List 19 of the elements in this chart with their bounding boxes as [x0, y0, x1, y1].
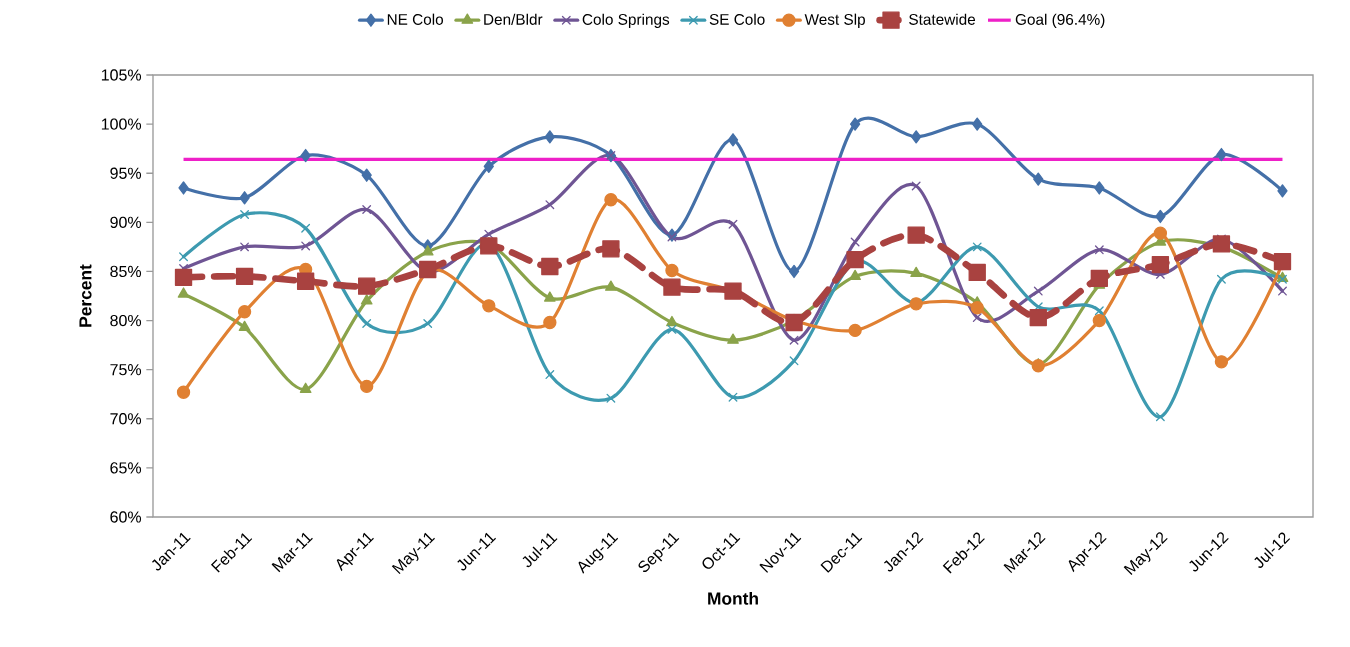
y-tick-label: 80%: [110, 314, 142, 327]
legend-label: West Slp: [804, 13, 865, 28]
y-tick-label: 90%: [110, 216, 142, 228]
legend-label: SE Colo: [709, 13, 765, 25]
legend-label: Colo Springs: [582, 13, 670, 28]
y-tick-label: 95%: [110, 167, 142, 179]
y-axis-title: Percent: [79, 264, 92, 327]
y-tick-label: 60%: [110, 511, 142, 523]
legend-label: Goal (96.4%): [1015, 13, 1105, 28]
legend-label: Statewide: [909, 13, 976, 25]
x-axis-title: Month: [708, 591, 758, 605]
y-tick-label: 100%: [101, 118, 142, 130]
legend-label: Den/Bldr: [484, 13, 543, 25]
y-tick-label: 105%: [101, 69, 142, 81]
legend-label: NE Colo: [387, 13, 444, 25]
y-tick-label: 75%: [110, 364, 142, 376]
y-tick-label: 65%: [110, 462, 142, 474]
y-tick-label: 70%: [110, 413, 142, 425]
y-tick-label: 85%: [110, 265, 142, 278]
